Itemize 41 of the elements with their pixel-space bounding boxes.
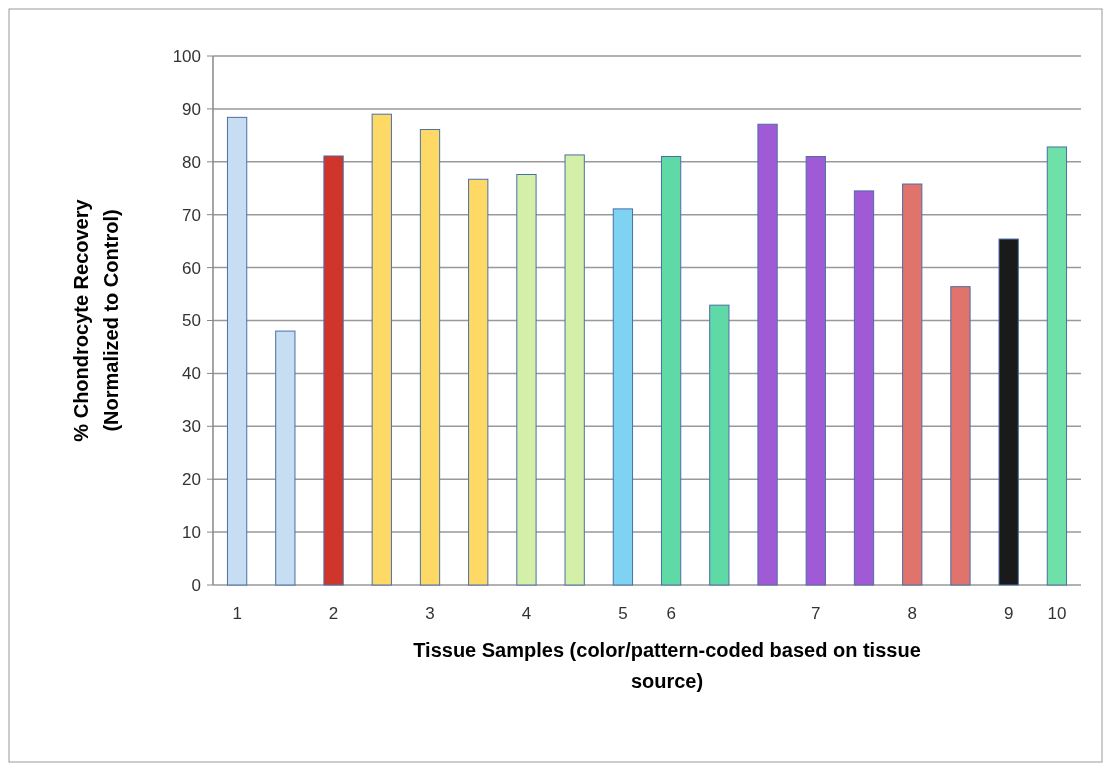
x-tick-label: 4: [521, 604, 532, 623]
bar: [757, 123, 778, 586]
y-tick-label: 10: [182, 523, 201, 543]
y-tick-label: 0: [191, 575, 201, 595]
bar: [853, 190, 875, 586]
x-tick-label: 10: [1047, 604, 1067, 623]
y-tick-label: 50: [182, 311, 201, 331]
bar: [902, 183, 923, 586]
bar: [371, 113, 392, 586]
bar: [998, 238, 1019, 586]
bar: [516, 174, 537, 586]
bar: [709, 304, 730, 586]
bar: [468, 178, 489, 586]
y-tick-label: 30: [182, 417, 201, 437]
x-tick-label: 5: [618, 604, 628, 623]
bar: [275, 330, 296, 586]
x-tick-label: 7: [811, 604, 821, 623]
y-tick-label: 70: [182, 205, 201, 225]
x-tick-label: 3: [425, 604, 435, 623]
y-tick-label: 40: [182, 364, 201, 384]
x-tick-label: 6: [666, 604, 676, 623]
y-tick-label: 80: [182, 152, 201, 172]
x-tick-label: 1: [232, 604, 242, 623]
bar: [805, 156, 826, 586]
bar: [564, 154, 585, 586]
x-tick-label: 8: [907, 604, 917, 623]
bar: [950, 286, 971, 586]
bar: [612, 208, 634, 586]
x-tick-label: 2: [328, 604, 339, 623]
bar: [660, 156, 682, 586]
x-tick-label: 9: [1003, 604, 1014, 623]
y-tick-label: 90: [182, 99, 201, 119]
bar: [1046, 146, 1068, 586]
y-tick-label: 20: [182, 470, 201, 490]
bar: [226, 116, 248, 586]
x-axis-title: Tissue Samples (color/pattern-coded based on tissue source): [413, 639, 921, 692]
y-tick-label: 60: [182, 258, 201, 278]
bar: [419, 129, 441, 586]
y-axis-title: % Chondrocyte Recovery (Normalized to Control): [70, 198, 122, 442]
bar: [323, 155, 344, 586]
y-tick-label: 100: [172, 46, 201, 66]
